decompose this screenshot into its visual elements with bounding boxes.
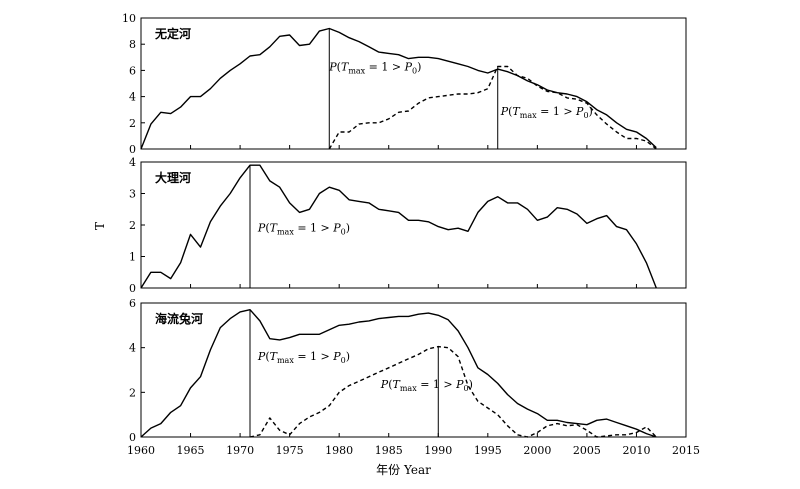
panel-frame	[140, 17, 687, 150]
panel-frame	[140, 161, 687, 289]
annotation-label: P(Tmax = 1 > P0)	[500, 105, 593, 120]
y-tick-label: 4	[129, 91, 136, 104]
annotation-label: P(Tmax = 1 > P0)	[257, 221, 350, 236]
x-tick-label: 1990	[424, 444, 452, 457]
y-tick-label: 2	[129, 219, 136, 232]
y-tick-label: 2	[129, 386, 136, 399]
x-tick-label: 1980	[325, 444, 353, 457]
series-line-solid	[140, 164, 657, 289]
x-tick-label: 1970	[226, 444, 254, 457]
y-tick-label: 0	[129, 282, 136, 295]
x-tick-label: 2015	[672, 444, 700, 457]
x-tick-label: 2000	[523, 444, 551, 457]
y-tick-label: 4	[129, 342, 136, 355]
x-tick-label: 1965	[177, 444, 205, 457]
series-line-solid	[140, 309, 657, 438]
y-tick-label: 0	[129, 143, 136, 156]
y-tick-label: 2	[129, 117, 136, 130]
panel-label: 无定河	[154, 26, 191, 41]
series-line-solid	[140, 27, 657, 150]
panel-label: 海流兔河	[155, 311, 203, 326]
y-tick-label: 8	[129, 38, 136, 51]
y-tick-label: 6	[129, 297, 136, 310]
panel-1: 0 2 4 6 8 10 无定河 P(Tmax = 1 > P0) P(Tmax = 1 > P…	[122, 12, 687, 156]
y-tick-label: 10	[122, 12, 136, 25]
panel-2: 0 1 2 3 4 大理河 P(Tmax = 1 > P0)	[129, 156, 687, 295]
x-tick-label: 2005	[573, 444, 601, 457]
y-axis-title: T	[93, 222, 107, 230]
y-tick-label: 6	[129, 64, 136, 77]
y-tick-label: 0	[129, 431, 136, 444]
series-line-dashed	[328, 65, 657, 150]
x-tick-label: 1985	[375, 444, 403, 457]
y-tick-label: 3	[129, 188, 136, 201]
panel-3: 0 2 4 6 1960 1965 1970 1975 1980 1985 1990 1995 2000…	[127, 297, 700, 477]
x-tick-label: 1995	[474, 444, 502, 457]
x-axis-title: 年份 Year	[376, 463, 431, 477]
panel-label: 大理河	[155, 170, 191, 185]
x-tick-label: 1975	[276, 444, 304, 457]
annotation-label: P(Tmax = 1 > P0)	[328, 60, 421, 75]
y-tick-label: 1	[129, 251, 136, 264]
y-tick-label: 4	[129, 156, 136, 169]
annotation-label: P(Tmax = 1 > P0)	[257, 350, 350, 365]
panel-frame	[140, 302, 687, 438]
series-line-dashed	[249, 345, 657, 438]
x-tick-label: 2010	[622, 444, 650, 457]
x-tick-label: 1960	[127, 444, 155, 457]
annotation-label: P(Tmax = 1 > P0)	[380, 378, 473, 393]
